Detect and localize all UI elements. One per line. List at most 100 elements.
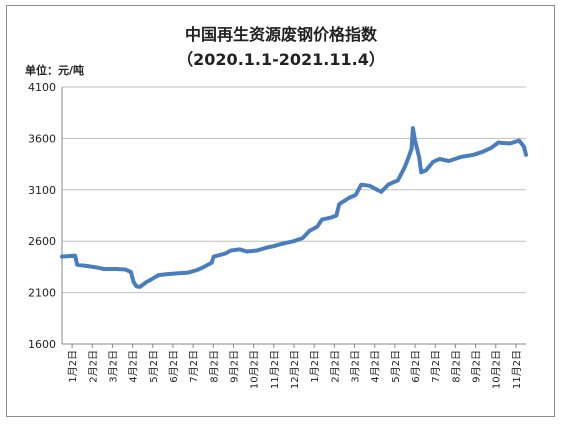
x-tick-label: 10月2日 <box>249 350 261 389</box>
y-tick-label: 4100 <box>28 81 56 94</box>
x-tick-label: 9月2日 <box>228 350 240 383</box>
x-tick-label: 9月2日 <box>471 350 483 383</box>
data-point <box>103 268 105 270</box>
data-point <box>212 255 215 258</box>
data-point <box>330 216 332 219</box>
data-point <box>224 252 227 255</box>
data-point <box>490 146 493 149</box>
data-point <box>436 159 438 161</box>
data-point <box>525 154 527 156</box>
data-point <box>187 271 189 274</box>
data-point <box>256 249 258 252</box>
data-point <box>179 272 181 274</box>
data-point <box>230 249 232 252</box>
x-tick-label: 7月2日 <box>188 350 200 383</box>
data-point <box>368 184 371 187</box>
data-point <box>439 158 441 160</box>
data-point <box>61 255 63 258</box>
data-point <box>135 285 138 288</box>
data-point <box>139 286 141 288</box>
data-point <box>130 271 132 273</box>
unit-label: 单位：元/吨 <box>25 63 84 77</box>
data-point <box>410 147 413 150</box>
data-point <box>246 250 248 253</box>
data-point <box>85 265 87 267</box>
data-point <box>157 274 160 276</box>
data-point <box>115 268 118 270</box>
data-point <box>210 262 213 264</box>
data-point <box>76 264 78 266</box>
data-point <box>124 268 127 271</box>
x-tick-label: 2月2日 <box>329 350 341 383</box>
data-point <box>308 230 311 232</box>
y-axis-ticks: 1600 2100 2600 3100 3600 4100 <box>28 81 56 351</box>
data-point <box>281 243 283 245</box>
data-point <box>518 139 520 142</box>
y-tick-label: 1600 <box>28 338 56 351</box>
x-tick-label: 10月2日 <box>491 350 503 389</box>
x-tick-label: 6月2日 <box>168 350 180 383</box>
data-point <box>394 180 396 183</box>
chart-title: 中国再生资源废钢价格指数 <box>185 25 378 44</box>
data-point <box>408 156 410 158</box>
x-tick-label: 11月2日 <box>511 350 523 389</box>
x-tick-label: 8月2日 <box>208 350 220 383</box>
x-tick-label: 11月2日 <box>269 350 281 389</box>
series-layer <box>60 126 528 289</box>
x-axis-ticks: 1月2日 2月2日 3月2日 4月2日 5月2日 6月2日 7月2日 8月2日 9月2日 10月2… <box>67 344 523 389</box>
data-point <box>412 127 414 129</box>
y-tick-label: 3600 <box>28 132 56 145</box>
data-point <box>360 183 363 186</box>
data-point <box>472 154 475 156</box>
data-point <box>316 226 318 228</box>
data-point <box>321 218 323 221</box>
data-point <box>460 156 463 158</box>
x-tick-label: 1月2日 <box>67 350 79 383</box>
data-point <box>509 142 511 145</box>
axes <box>61 87 526 345</box>
data-point <box>335 214 338 217</box>
data-point <box>348 197 350 199</box>
data-point <box>414 139 416 142</box>
chart-subtitle: （2020.1.1-2021.11.4） <box>177 50 385 69</box>
y-tick-label: 2100 <box>28 287 56 300</box>
data-point <box>132 281 135 284</box>
data-point <box>266 246 269 249</box>
gridlines <box>62 86 526 294</box>
data-point <box>239 248 241 251</box>
data-point <box>387 183 389 186</box>
x-tick-label: 12月2日 <box>289 350 301 389</box>
x-tick-label: 4月2日 <box>370 350 382 383</box>
data-point <box>418 156 420 158</box>
data-point <box>150 278 153 281</box>
data-point <box>203 266 205 268</box>
x-tick-label: 8月2日 <box>450 350 462 383</box>
data-point <box>481 151 484 153</box>
data-point <box>196 269 198 271</box>
chart-frame: 中国再生资源废钢价格指数 （2020.1.1-2021.11.4） 单位：元/吨… <box>6 5 555 417</box>
x-tick-label: 3月2日 <box>350 350 362 383</box>
data-point <box>272 245 274 248</box>
x-tick-label: 5月2日 <box>390 350 402 383</box>
x-tick-label: 5月2日 <box>148 350 160 383</box>
data-point <box>448 160 450 162</box>
data-point <box>74 254 76 257</box>
x-tick-label: 1月2日 <box>309 350 321 383</box>
data-point <box>397 179 399 182</box>
data-point <box>354 194 357 196</box>
x-tick-label: 2月2日 <box>87 350 99 383</box>
x-tick-label: 7月2日 <box>430 350 442 383</box>
data-point <box>376 189 378 191</box>
data-point <box>338 203 341 205</box>
data-point <box>95 266 98 269</box>
data-point <box>380 191 383 193</box>
x-tick-label: 6月2日 <box>410 350 422 383</box>
data-point <box>502 142 505 144</box>
data-point <box>145 281 147 284</box>
data-point <box>425 169 427 172</box>
y-tick-label: 3100 <box>28 184 56 197</box>
data-point <box>432 161 434 163</box>
data-point <box>166 273 169 275</box>
line-chart: 中国再生资源废钢价格指数 （2020.1.1-2021.11.4） 单位：元/吨… <box>25 25 528 389</box>
data-point <box>497 141 500 144</box>
